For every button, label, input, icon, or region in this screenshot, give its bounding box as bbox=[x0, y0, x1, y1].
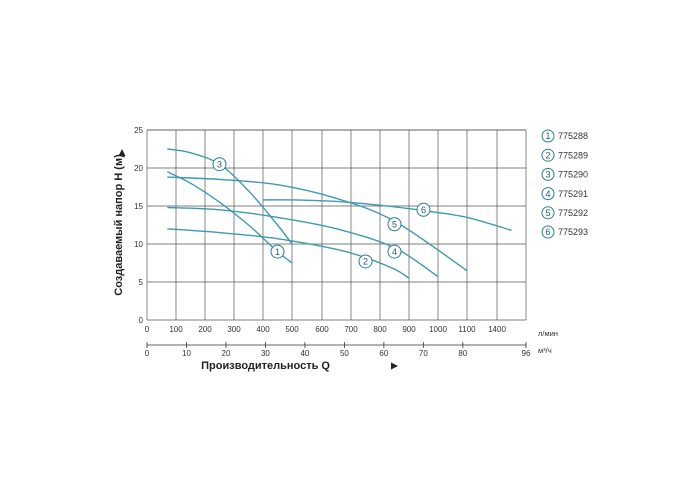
legend-entry: 775288 bbox=[558, 131, 588, 141]
legend-marker bbox=[541, 187, 555, 201]
y-tick-label: 25 bbox=[134, 126, 143, 135]
x-tick-label-primary: 200 bbox=[198, 325, 212, 334]
series-marker-label: 2 bbox=[363, 257, 368, 267]
y-tick-label: 15 bbox=[134, 202, 143, 211]
x-tick-label-secondary: 0 bbox=[145, 349, 150, 358]
legend-marker bbox=[541, 148, 555, 162]
x-unit-secondary: м³/ч bbox=[538, 346, 552, 355]
x-tick-label-primary: 300 bbox=[227, 325, 241, 334]
x-tick-label-secondary: 70 bbox=[419, 349, 428, 358]
x-tick-label-primary: 800 bbox=[373, 325, 387, 334]
y-tick-label: 10 bbox=[134, 240, 143, 249]
series-marker-label: 1 bbox=[275, 247, 280, 257]
x-tick-label-primary: 500 bbox=[285, 325, 299, 334]
series-line-775290 bbox=[167, 148, 293, 245]
series-marker-775289 bbox=[358, 254, 373, 269]
series-marker-775292 bbox=[387, 217, 402, 232]
series-line-775289 bbox=[167, 228, 410, 279]
x-unit-primary: л/мин bbox=[538, 329, 558, 338]
legend-entry: 775291 bbox=[558, 189, 588, 199]
legend-marker bbox=[541, 129, 555, 143]
x-tick-label-primary: 900 bbox=[402, 325, 416, 334]
legend-number: 2 bbox=[545, 150, 550, 160]
legend-number: 5 bbox=[545, 208, 550, 218]
x-tick-label-primary: 1000 bbox=[429, 325, 447, 334]
x-tick-label-primary: 100 bbox=[169, 325, 183, 334]
series-line-775293 bbox=[262, 199, 512, 231]
series-marker-label: 4 bbox=[392, 247, 397, 257]
x-tick-label-secondary: 10 bbox=[182, 349, 191, 358]
legend-marker bbox=[541, 167, 555, 181]
y-tick-label: 0 bbox=[139, 316, 144, 325]
x-tick-label-primary: 1100 bbox=[458, 325, 476, 334]
x-tick-label-secondary: 50 bbox=[340, 349, 349, 358]
x-axis-title: Производительность Q bbox=[201, 360, 330, 372]
legend-number: 3 bbox=[545, 170, 550, 180]
x-tick-label-primary: 600 bbox=[315, 325, 329, 334]
x-tick-label-secondary: 30 bbox=[261, 349, 270, 358]
x-tick-label-secondary: 96 bbox=[522, 349, 531, 358]
x-tick-label-primary: 0 bbox=[145, 325, 150, 334]
legend-number: 4 bbox=[545, 189, 550, 199]
x-tick-label-secondary: 80 bbox=[458, 349, 467, 358]
x-axis-arrow-icon bbox=[391, 362, 398, 370]
series-marker-775288 bbox=[270, 244, 285, 259]
y-tick-label: 5 bbox=[139, 278, 144, 287]
legend-entry: 775292 bbox=[558, 208, 588, 218]
series-marker-label: 3 bbox=[217, 159, 222, 169]
legend-number: 1 bbox=[545, 131, 550, 141]
legend-marker bbox=[541, 206, 555, 220]
legend-entry: 775289 bbox=[558, 150, 588, 160]
series-marker-775290 bbox=[212, 157, 227, 172]
x-tick-label-primary: 400 bbox=[256, 325, 270, 334]
x-tick-label-secondary: 20 bbox=[222, 349, 231, 358]
y-axis-title: Создаваемый напор H (м) bbox=[113, 154, 125, 296]
legend-marker bbox=[541, 225, 555, 239]
series-marker-775291 bbox=[387, 244, 402, 259]
series-marker-label: 6 bbox=[421, 205, 426, 215]
legend-entry: 775293 bbox=[558, 227, 588, 237]
series-line-775292 bbox=[167, 176, 468, 272]
x-tick-label-secondary: 60 bbox=[379, 349, 388, 358]
x-tick-label-secondary: 40 bbox=[300, 349, 309, 358]
x-tick-label-primary: 700 bbox=[344, 325, 358, 334]
y-tick-label: 20 bbox=[134, 164, 143, 173]
series-marker-label: 5 bbox=[392, 219, 397, 229]
y-axis-arrow-icon bbox=[118, 149, 126, 156]
legend-number: 6 bbox=[545, 227, 550, 237]
legend-entry: 775290 bbox=[558, 170, 588, 180]
x-tick-label-primary: 1400 bbox=[488, 325, 506, 334]
series-marker-775293 bbox=[416, 202, 431, 217]
